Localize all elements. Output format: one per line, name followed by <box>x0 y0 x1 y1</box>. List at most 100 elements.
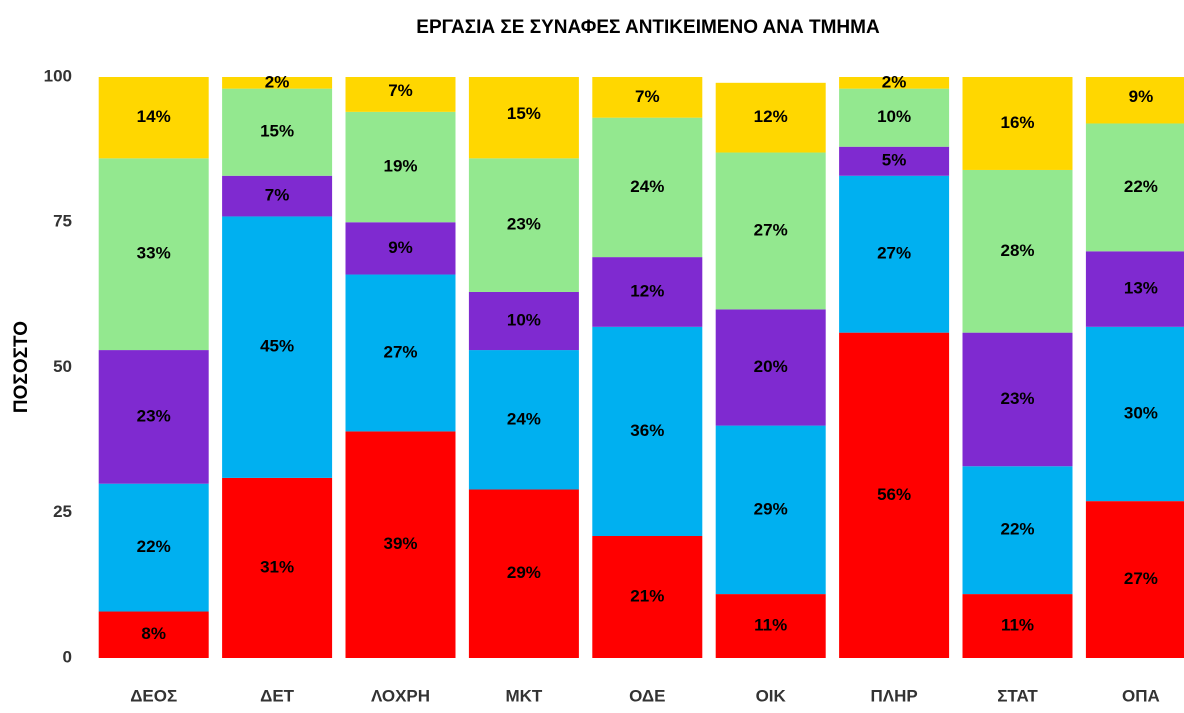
bar-segment <box>345 111 456 223</box>
bar-segment <box>839 332 950 658</box>
chart-title: ΕΡΓΑΣΙΑ ΣΕ ΣΥΝΑΦΕΣ ΑΝΤΙΚΕΙΜΕΝΟ ΑΝΑ ΤΜΗΜΑ <box>416 17 880 38</box>
data-label: 9% <box>388 238 413 257</box>
bar-segment <box>1085 77 1184 124</box>
data-label: 27% <box>754 220 788 239</box>
bars <box>98 77 1184 658</box>
data-label: 24% <box>507 409 541 428</box>
data-label: 22% <box>1000 520 1034 539</box>
data-label: 20% <box>754 357 788 376</box>
bar-segment <box>468 158 579 292</box>
data-label: 10% <box>877 107 911 126</box>
bar-segment <box>222 175 333 217</box>
bar-segment <box>592 257 703 327</box>
data-label: 23% <box>137 406 171 425</box>
x-tick-label: ΣΤΑΤ <box>997 686 1038 705</box>
bar-segment <box>592 326 703 536</box>
data-label: 10% <box>507 311 541 330</box>
data-label: 36% <box>630 421 664 440</box>
bar-segment <box>98 77 209 159</box>
data-label: 28% <box>1000 241 1034 260</box>
y-tick-label: 50 <box>53 357 72 376</box>
x-tick-label: ΛΟΧΡΗ <box>371 686 430 705</box>
data-label: 8% <box>141 624 166 643</box>
bar-segment <box>468 489 579 658</box>
data-label: 31% <box>260 557 294 576</box>
data-label: 39% <box>383 534 417 553</box>
data-label: 12% <box>630 281 664 300</box>
data-label: 2% <box>882 72 907 91</box>
bar-segment <box>962 332 1073 467</box>
bar-segment <box>98 350 209 484</box>
bar-segment <box>839 146 950 176</box>
data-label: 11% <box>1001 616 1034 635</box>
data-label: 7% <box>635 87 660 106</box>
bar-segment <box>715 82 826 153</box>
x-tick-label: ΟΙΚ <box>756 686 787 705</box>
data-label: 7% <box>388 81 413 100</box>
bar-segment <box>592 77 703 118</box>
bar-segment <box>839 175 950 333</box>
y-tick-label: 75 <box>53 212 72 231</box>
bar-segment <box>98 158 209 351</box>
bar-segment <box>962 466 1073 595</box>
x-tick-label: ΟΠΑ <box>1122 686 1160 705</box>
bar-segment <box>468 350 579 490</box>
x-tick-label: ΟΔΕ <box>629 686 665 705</box>
data-label: 30% <box>1124 403 1158 422</box>
data-label: 19% <box>383 157 417 176</box>
bar-segment <box>715 309 826 426</box>
data-label: 23% <box>1000 389 1034 408</box>
data-label: 7% <box>265 186 290 205</box>
x-tick-label: ΔΕΤ <box>260 686 295 705</box>
bar-segment <box>592 117 703 258</box>
data-label: 29% <box>507 563 541 582</box>
data-label: 12% <box>754 107 788 126</box>
data-label: 11% <box>754 616 787 635</box>
bar-segment <box>98 483 209 612</box>
bar-segment <box>98 611 209 658</box>
data-label: 22% <box>1124 177 1158 196</box>
y-tick-label: 100 <box>44 66 72 85</box>
data-label: 22% <box>137 537 171 556</box>
bar-segment <box>715 594 826 658</box>
bar-segment <box>222 477 333 658</box>
data-label: 5% <box>882 151 907 170</box>
data-label: 29% <box>754 499 788 518</box>
x-tick-label: ΔΕΟΣ <box>130 686 177 705</box>
data-label: 27% <box>1124 569 1158 588</box>
bar-segment <box>962 77 1073 170</box>
bar-segment <box>962 169 1073 333</box>
bar-segment <box>839 77 950 89</box>
y-axis-label: ΠΟΣΟΣΤΟ <box>11 321 32 413</box>
x-tick-label: ΠΛΗΡ <box>870 686 917 705</box>
bar-segment <box>345 77 456 112</box>
data-label: 15% <box>507 104 541 123</box>
bar-segment <box>962 594 1073 658</box>
data-label: 56% <box>877 485 911 504</box>
bar-segment <box>468 291 579 351</box>
data-label: 33% <box>137 244 171 263</box>
x-tick-label: ΜΚΤ <box>505 686 542 705</box>
bar-segment <box>715 152 826 310</box>
bar-segment <box>1085 501 1184 658</box>
data-label: 14% <box>137 107 171 126</box>
data-label: 2% <box>265 72 290 91</box>
data-label: 13% <box>1124 279 1158 298</box>
bar-segment <box>222 77 333 89</box>
bar-segment <box>345 431 456 658</box>
data-label: 16% <box>1000 113 1034 132</box>
bar-segment <box>592 535 703 658</box>
bar-segment <box>715 425 826 595</box>
data-label: 23% <box>507 215 541 234</box>
bar-segment <box>222 88 333 176</box>
y-tick-label: 0 <box>63 647 72 666</box>
data-label: 45% <box>260 337 294 356</box>
bar-segment <box>1085 326 1184 502</box>
y-tick-label: 25 <box>53 502 72 521</box>
data-label: 24% <box>630 177 664 196</box>
data-label: 27% <box>877 244 911 263</box>
bar-segment <box>839 88 950 147</box>
data-label: 9% <box>1129 87 1154 106</box>
data-label: 21% <box>630 586 664 605</box>
